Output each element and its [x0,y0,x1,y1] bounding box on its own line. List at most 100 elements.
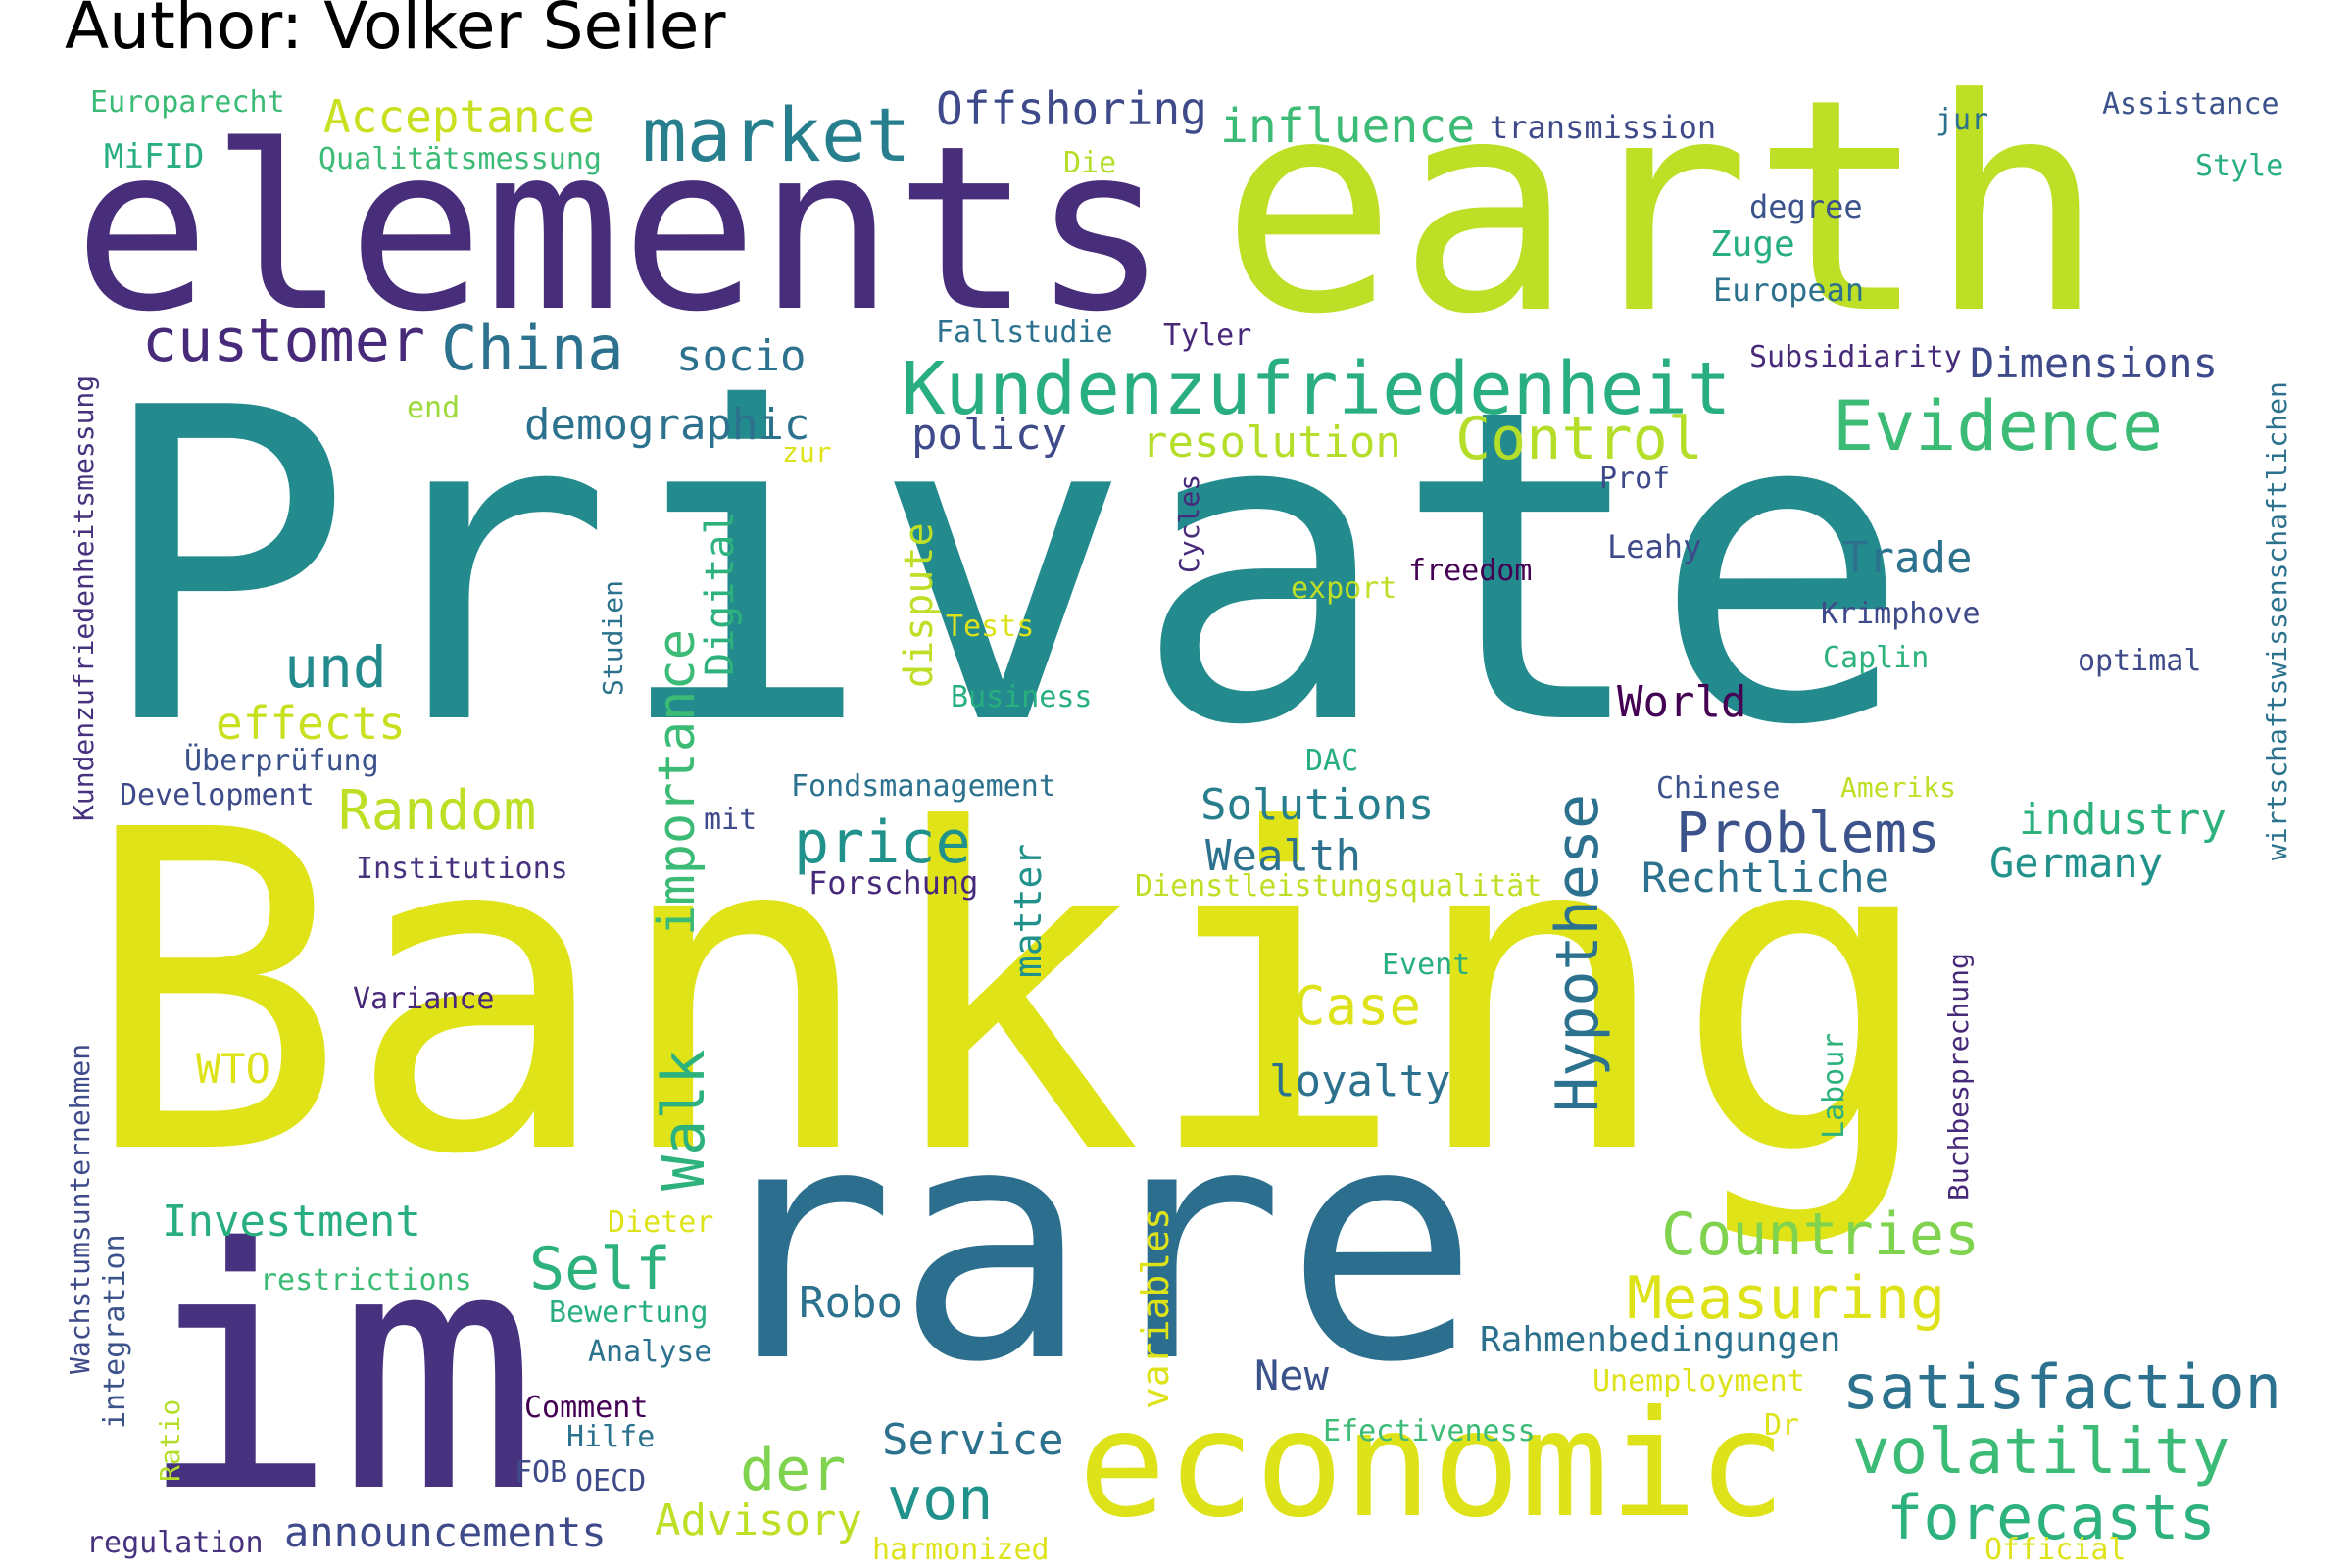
word-measuring: Measuring [1627,1264,1946,1333]
word-regulation: regulation [86,1526,264,1560]
word-matter: matter [1006,843,1050,978]
word-dienstleistungsqualitaet: Dienstleistungsqualität [1135,869,1543,904]
word-wachstumsunternehmen: Wachstumsunternehmen [64,1043,96,1374]
word-volatility: volatility [1852,1416,2230,1489]
word-variance: Variance [353,982,495,1016]
word-evidence: Evidence [1833,386,2164,466]
word-fallstudie: Fallstudie [936,316,1113,350]
word-rahmenbedingungen: Rahmenbedingungen [1480,1320,1841,1360]
word-announcements: announcements [284,1508,607,1556]
word-forecasts: forecasts [1886,1482,2216,1553]
word-wealth: Wealth [1205,831,1361,881]
word-tyler: Tyler [1163,318,1252,353]
word-european: European [1713,271,1865,309]
word-variables: variables [1134,1207,1177,1409]
word-policy: policy [911,410,1067,460]
word-transmission: transmission [1490,109,1717,146]
word-kundenzufriedenheitsmessung: Kundenzufriedenheitsmessung [68,374,100,821]
word-die: Die [1063,146,1117,180]
word-control: Control [1455,405,1703,473]
word-studien: Studien [597,579,629,696]
word-development: Development [120,778,315,812]
word-krimphove: Krimphove [1821,597,1981,631]
author-title: Author: Volker Seiler [65,0,726,64]
word-comment: Comment [524,1391,649,1425]
word-walk: Walk [650,1049,718,1192]
word-new: New [1254,1351,1329,1399]
word-style: Style [2195,149,2284,183]
word-advisory: Advisory [655,1495,862,1545]
word-fondsmanagement: Fondsmanagement [791,769,1056,804]
word-elements: elements [74,97,1169,362]
word-customer: customer [142,307,425,375]
word-dispute: dispute [897,522,942,688]
word-ratio: Ratio [154,1398,186,1482]
word-offshoring: Offshoring [936,82,1207,135]
word-official: Official [1984,1533,2127,1567]
word-labour: Labour [1817,1032,1851,1139]
word-bewertung: Bewertung [549,1296,709,1330]
word-price: price [794,808,971,877]
word-influence: influence [1220,99,1476,154]
word-qualitaetsmessung: Qualitätsmessung [318,142,602,176]
word-forschung: Forschung [808,864,979,902]
word-self: Self [529,1235,671,1303]
word-market: market [642,91,911,178]
word-solutions: Solutions [1200,780,1435,830]
word-kundenzufriedenheit: Kundenzufriedenheit [902,347,1732,431]
word-robo: Robo [799,1278,903,1328]
word-ueberpruefung: Überprüfung [184,744,379,778]
word-world: World [1617,677,1747,727]
word-europarecht: Europarecht [90,85,285,120]
word-effects: effects [216,697,406,750]
word-business: Business [951,680,1093,714]
word-germany: Germany [1989,839,2164,887]
word-industry: industry [2019,795,2227,845]
word-prof: Prof [1599,462,1671,496]
word-buchbesprechung: Buchbesprechung [1942,953,1975,1200]
word-analyse: Analyse [588,1335,712,1369]
word-earth: earth [1220,36,2106,378]
word-random: Random [338,779,537,843]
word-satisfaction: satisfaction [1842,1351,2281,1423]
word-hilfe: Hilfe [566,1420,656,1454]
word-problems: Problems [1676,802,1940,865]
word-dr: Dr [1764,1408,1800,1443]
word-restrictions: restrictions [260,1263,472,1298]
word-assistance: Assistance [2102,87,2279,122]
word-efectiveness: Efectiveness [1323,1414,1536,1448]
word-zur: zur [782,436,832,468]
word-investment: Investment [162,1197,421,1247]
word-wto: WTO [196,1045,270,1093]
word-und: und [284,634,387,701]
word-digital: Digital [698,511,743,676]
word-tests: Tests [946,610,1035,644]
word-acceptance: Acceptance [323,90,595,143]
word-mit: mit [704,803,758,837]
word-subsidiarity: Subsidiarity [1749,340,1962,374]
word-mifid: MiFID [104,137,205,176]
word-export: export [1291,571,1397,606]
word-private: Private [94,318,1912,819]
word-dac: DAC [1305,744,1359,778]
word-im: im [137,1178,539,1566]
word-dimensions: Dimensions [1970,339,2218,387]
word-der: der [740,1436,847,1504]
word-fixed: Hypothese [1544,793,1612,1112]
word-rare: rare [701,1056,1480,1433]
word-fob: FOB [514,1455,568,1490]
word-ameriks: Ameriks [1840,771,1957,804]
word-socio: socio [676,331,807,381]
word-banking: Banking [80,738,1939,1251]
word-loyalty: loyalty [1269,1056,1451,1106]
word-china: China [441,313,624,384]
word-leahy: Leahy [1607,528,1702,565]
word-event: Event [1382,948,1471,982]
word-caplin: Caplin [1823,641,1930,675]
word-trade: Trade [1842,533,1973,583]
word-economic: economic [1078,1380,1787,1550]
word-service: Service [882,1415,1064,1465]
word-cycles: Cycles [1173,473,1205,573]
word-case: Case [1294,975,1422,1037]
word-jur: jur [1936,103,1989,137]
